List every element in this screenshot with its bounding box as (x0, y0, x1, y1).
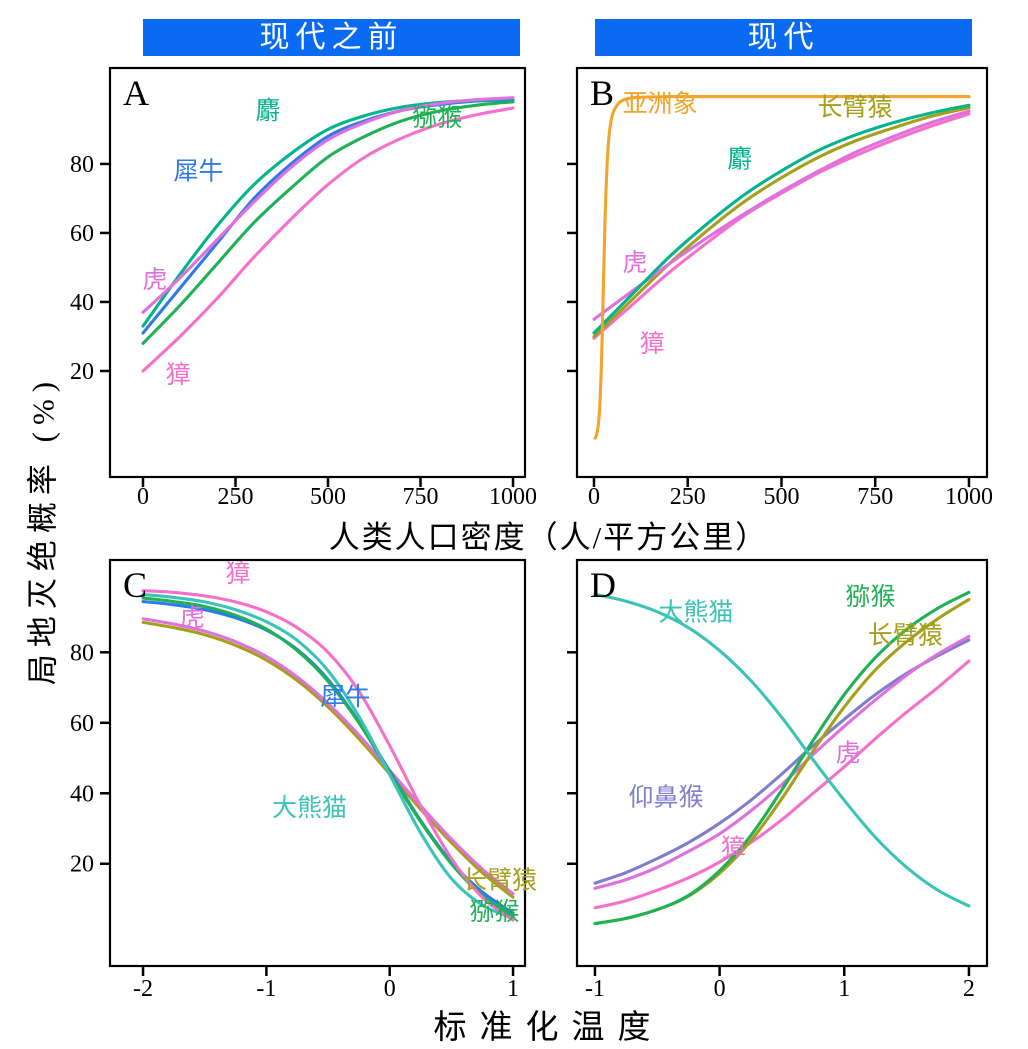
y-tick-label: 60 (70, 221, 94, 247)
x-tick-label: 0 (714, 976, 726, 1002)
series-changbiyuan-curve (592, 106, 971, 339)
panel-letter-B: B (590, 73, 614, 113)
y-axis-label: 局地灭绝概率 (%) (25, 374, 61, 686)
series-mihou-curve (141, 100, 515, 345)
x-tick-label: 500 (310, 484, 346, 510)
label-mihou: 猕猴 (412, 104, 462, 132)
panel-A-curves (141, 96, 515, 373)
x-tick-label: 750 (857, 484, 893, 510)
label-zhang: 獐 (721, 835, 746, 863)
label-hu: 虎 (180, 604, 205, 632)
series-mihou-curve (593, 590, 971, 926)
label-yangbihou: 仰鼻猴 (628, 784, 703, 812)
x-axis-label-top: 人类人口密度（人/平方公里） (328, 520, 769, 555)
panel-letter-D: D (590, 565, 616, 605)
series-zhang-curve (593, 659, 971, 910)
series-daxiongmao-curve (141, 592, 515, 920)
y-tick-label: 60 (70, 711, 94, 737)
series-zhang-curve (592, 112, 971, 340)
series-changbiyuan-curve (141, 620, 515, 899)
label-changbiyuan: 长臂猿 (817, 94, 892, 122)
series-hu-curve (593, 634, 971, 890)
header-modern-label: 现代 (747, 20, 820, 54)
label-mihou: 猕猴 (470, 898, 520, 926)
label-changbiyuan: 长臂猿 (868, 622, 943, 650)
x-tick-label: 250 (670, 484, 706, 510)
header-premodern-label: 现代之前 (259, 20, 404, 54)
label-zhang: 獐 (640, 330, 665, 358)
series-yazhouxiang-curve (593, 95, 971, 440)
panel-B-curves (592, 95, 971, 440)
panel-A-frame (108, 66, 527, 479)
series-she-curve (592, 103, 971, 335)
y-tick-label: 20 (70, 359, 94, 385)
label-daxiongmao: 大熊猫 (272, 794, 347, 822)
header-premodern-bar: 现代之前 (143, 19, 520, 56)
x-tick-label: 1 (838, 976, 850, 1002)
label-xiniu: 犀牛 (173, 157, 223, 185)
x-tick-label: 2 (963, 976, 975, 1002)
panel-letter-C: C (123, 565, 147, 605)
x-tick-label: -1 (256, 976, 276, 1002)
panel-C-curves (141, 589, 515, 922)
x-tick-label: 1000 (945, 484, 993, 510)
x-tick-label: -2 (133, 976, 153, 1002)
label-daxiongmao: 大熊猫 (658, 599, 733, 627)
series-hu-curve (592, 109, 971, 321)
series-zhang-curve (141, 589, 515, 922)
label-changbiyuan: 长臂猿 (462, 866, 537, 894)
y-tick-label: 80 (70, 152, 94, 178)
label-xiniu: 犀牛 (320, 683, 370, 711)
x-axis-label-bottom: 标准化温度 (433, 1010, 664, 1046)
y-tick-label: 40 (70, 290, 94, 316)
panel-D-curves (593, 590, 971, 926)
series-mihou-curve (141, 596, 515, 919)
series-hu-curve (141, 96, 515, 314)
label-zhang: 獐 (226, 560, 251, 588)
label-zhang: 獐 (166, 361, 191, 389)
header-modern-bar: 现代 (595, 19, 972, 56)
label-mihou: 猕猴 (845, 583, 895, 611)
x-tick-label: 0 (588, 484, 600, 510)
series-zhang-curve (141, 106, 515, 373)
x-tick-label: 0 (384, 976, 396, 1002)
x-tick-label: 500 (763, 484, 799, 510)
label-she: 麝 (256, 97, 281, 125)
x-tick-label: 1 (507, 976, 519, 1002)
label-yazhouxiang: 亚洲象 (622, 90, 697, 118)
label-hu: 虎 (622, 249, 647, 277)
label-she: 麝 (727, 145, 752, 173)
panel-letter-A: A (123, 73, 149, 113)
series-yangbihou-curve (593, 638, 971, 885)
series-daxiongmao-curve (593, 592, 971, 908)
x-tick-label: 1000 (489, 484, 537, 510)
y-tick-label: 80 (70, 640, 94, 666)
x-tick-label: 0 (137, 484, 149, 510)
label-hu: 虎 (835, 740, 860, 768)
series-hu-curve (141, 617, 515, 896)
panel-C-frame (108, 558, 527, 968)
x-tick-label: 750 (403, 484, 439, 510)
x-tick-label: -1 (585, 976, 605, 1002)
label-hu: 虎 (142, 266, 167, 294)
series-she-curve (141, 97, 515, 328)
y-tick-label: 20 (70, 852, 94, 878)
x-tick-label: 250 (218, 484, 254, 510)
panel-D-frame (575, 558, 989, 968)
y-tick-label: 40 (70, 781, 94, 807)
series-xiniu-curve (141, 98, 515, 335)
